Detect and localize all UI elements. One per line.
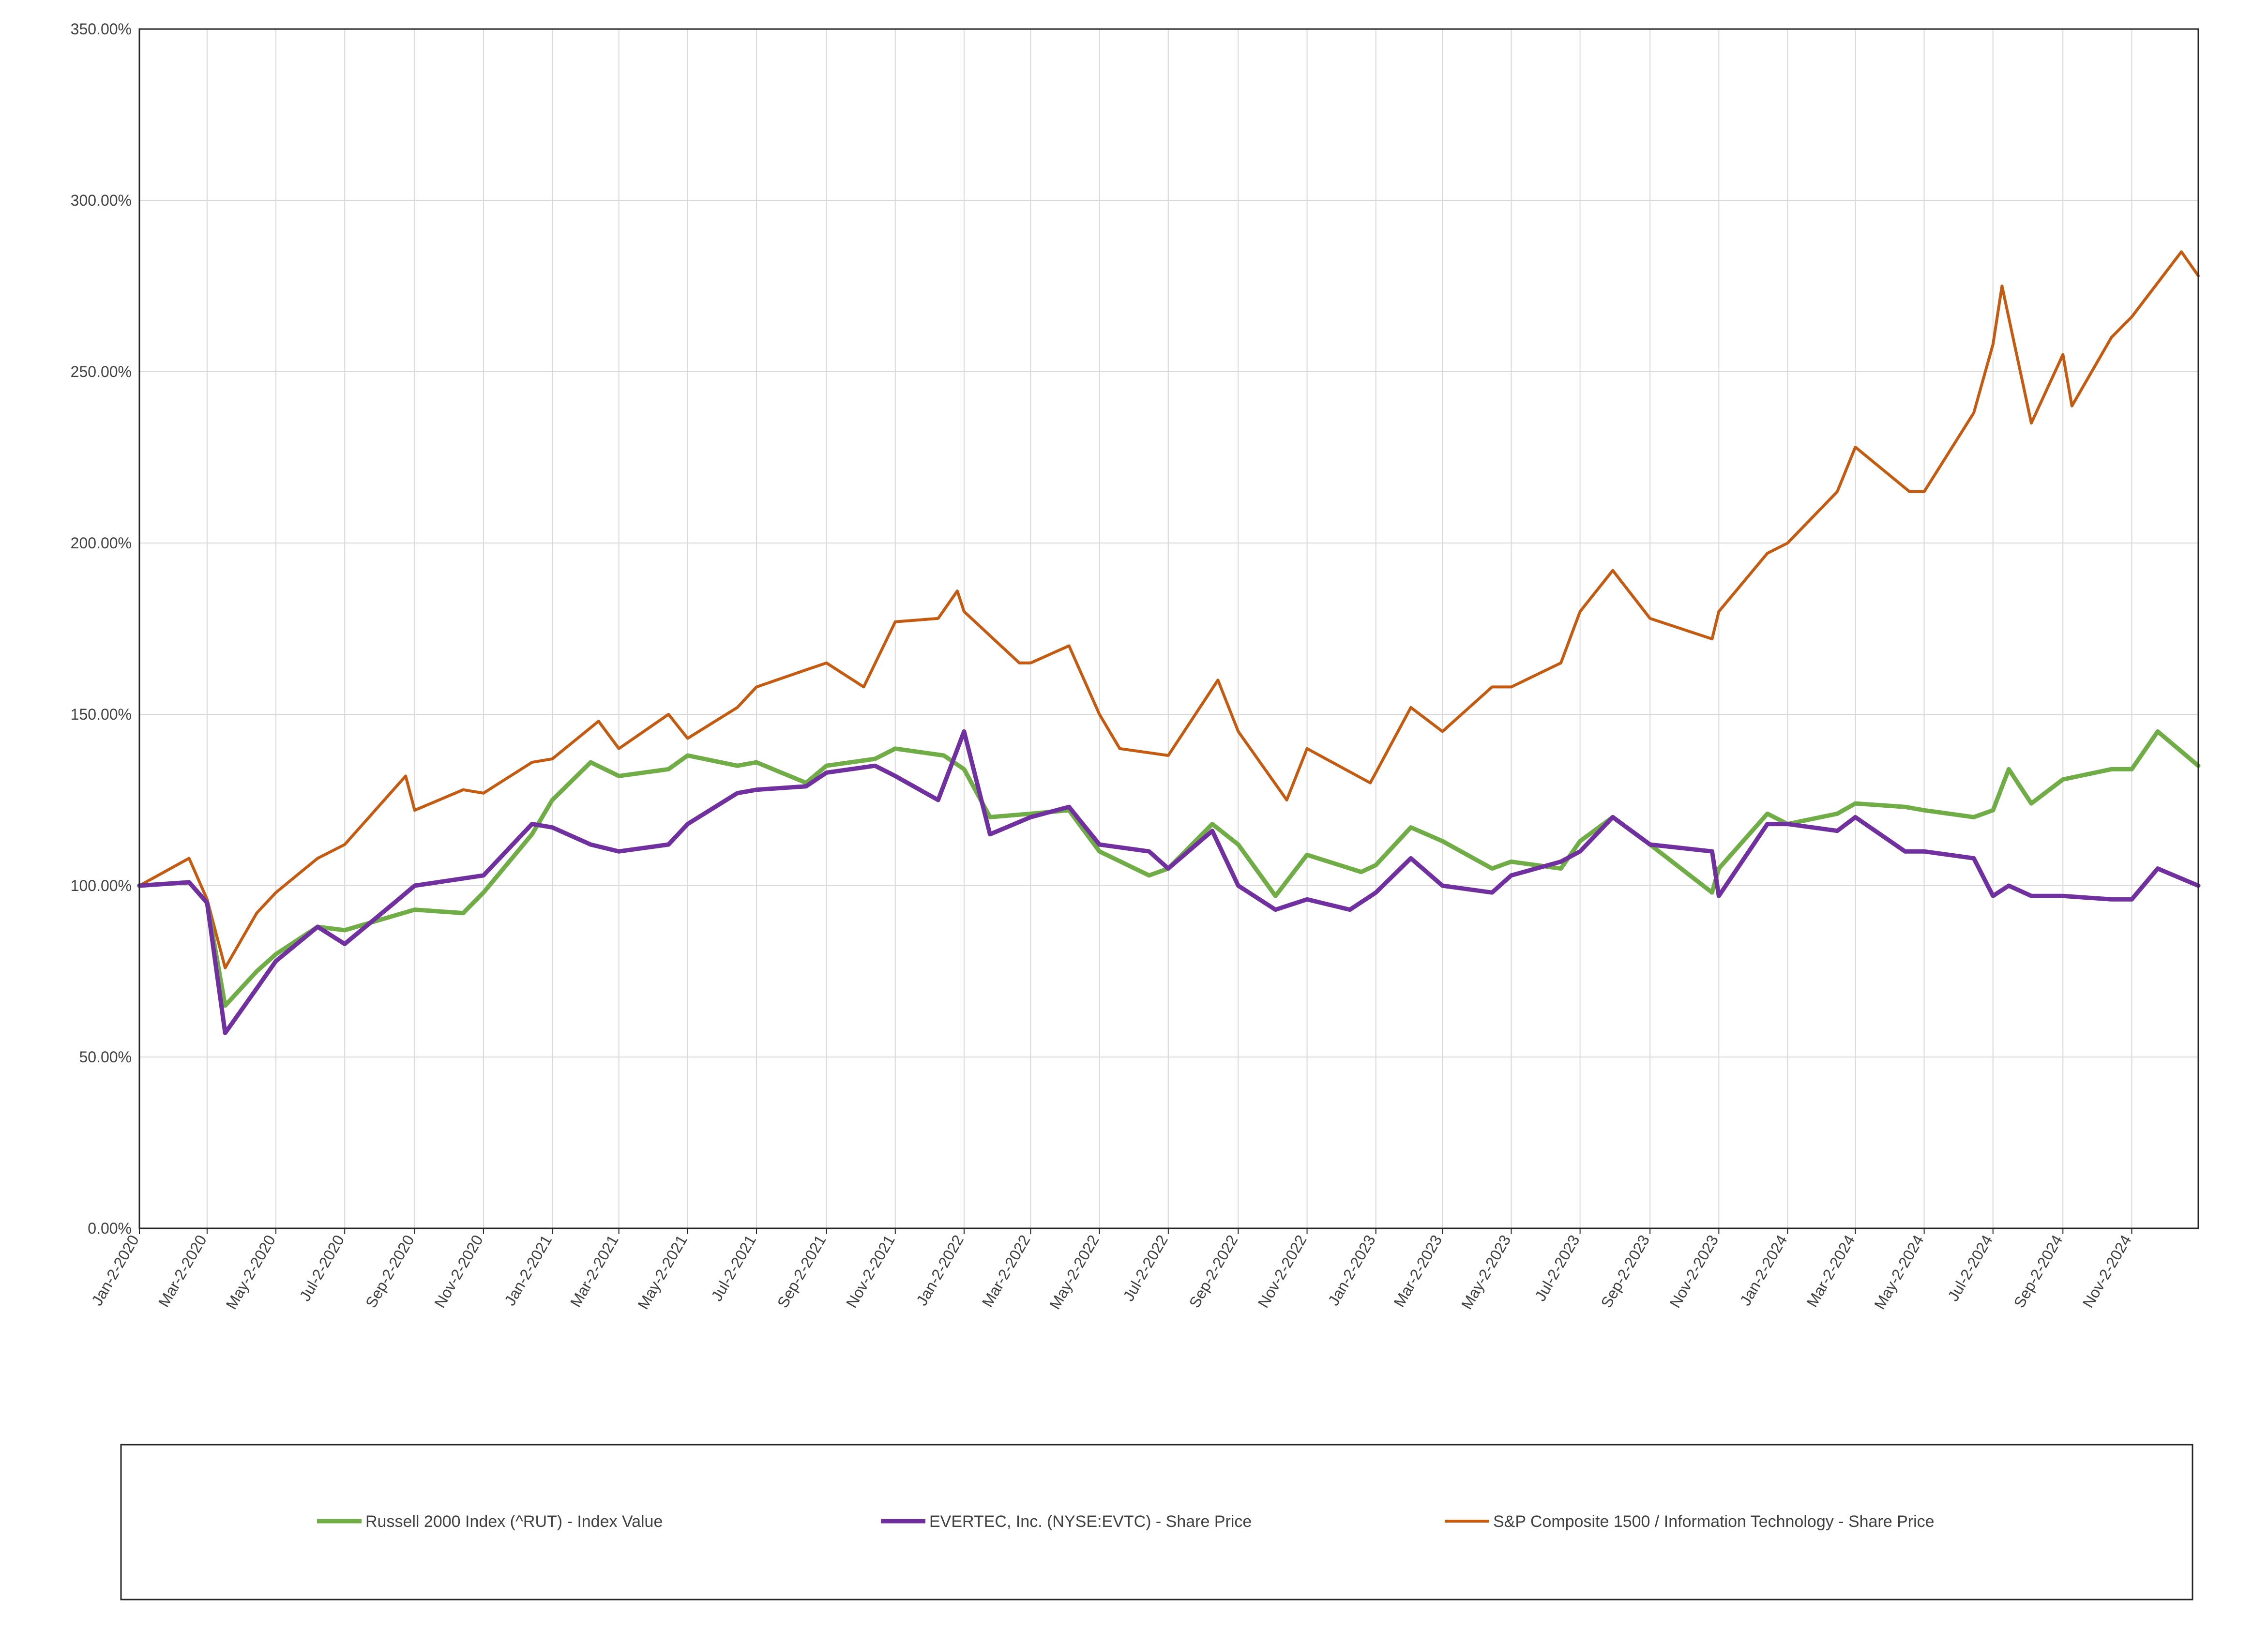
y-tick-label: 50.00% — [79, 1048, 132, 1066]
y-tick-label: 350.00% — [71, 20, 132, 38]
legend-label: Russell 2000 Index (^RUT) - Index Value — [365, 1512, 663, 1531]
series-line — [137, 729, 2201, 1008]
y-tick-label: 300.00% — [71, 192, 132, 209]
y-tick-label: 150.00% — [71, 706, 132, 723]
series-line — [137, 729, 2201, 1035]
y-tick-label: 250.00% — [71, 363, 132, 380]
y-axis-ticks: 0.00% 50.00% 100.00% 150.00% 200.00% 250.00% 3… — [71, 20, 132, 1237]
legend: Russell 2000 Index (^RUT) - Index Value E… — [317, 1512, 1935, 1531]
legend-box — [120, 1444, 2193, 1601]
y-tick-label: 200.00% — [71, 534, 132, 552]
gridlines — [139, 29, 2198, 1229]
legend-label: S&P Composite 1500 / Information Technol… — [1493, 1512, 1935, 1531]
series-lines — [137, 250, 2201, 1035]
legend-label: EVERTEC, Inc. (NYSE:EVTC) - Share Price — [929, 1512, 1252, 1531]
series-line — [138, 250, 2200, 969]
y-tick-label: 0.00% — [88, 1220, 132, 1237]
plot-area-border — [138, 28, 2199, 1229]
y-tick-label: 100.00% — [71, 877, 132, 894]
